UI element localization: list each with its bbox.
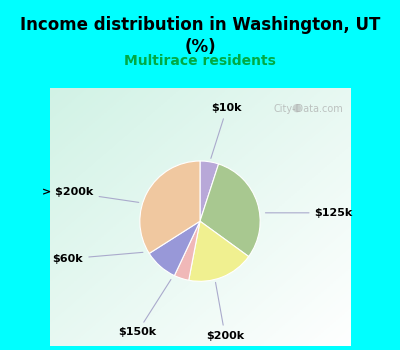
Wedge shape	[140, 161, 200, 253]
Text: $125k: $125k	[266, 208, 353, 218]
Text: Multirace residents: Multirace residents	[124, 54, 276, 68]
Text: $60k: $60k	[53, 252, 143, 264]
Text: $200k: $200k	[206, 282, 244, 341]
Text: Income distribution in Washington, UT
(%): Income distribution in Washington, UT (%…	[20, 16, 380, 56]
Wedge shape	[200, 161, 218, 221]
Text: City-Data.com: City-Data.com	[274, 104, 344, 114]
Wedge shape	[189, 221, 249, 281]
Text: > $200k: > $200k	[42, 187, 139, 202]
Text: $150k: $150k	[118, 280, 171, 337]
Text: $10k: $10k	[211, 103, 242, 159]
Wedge shape	[200, 164, 260, 257]
Text: ●: ●	[291, 103, 301, 113]
Wedge shape	[174, 221, 200, 280]
Wedge shape	[149, 221, 200, 275]
